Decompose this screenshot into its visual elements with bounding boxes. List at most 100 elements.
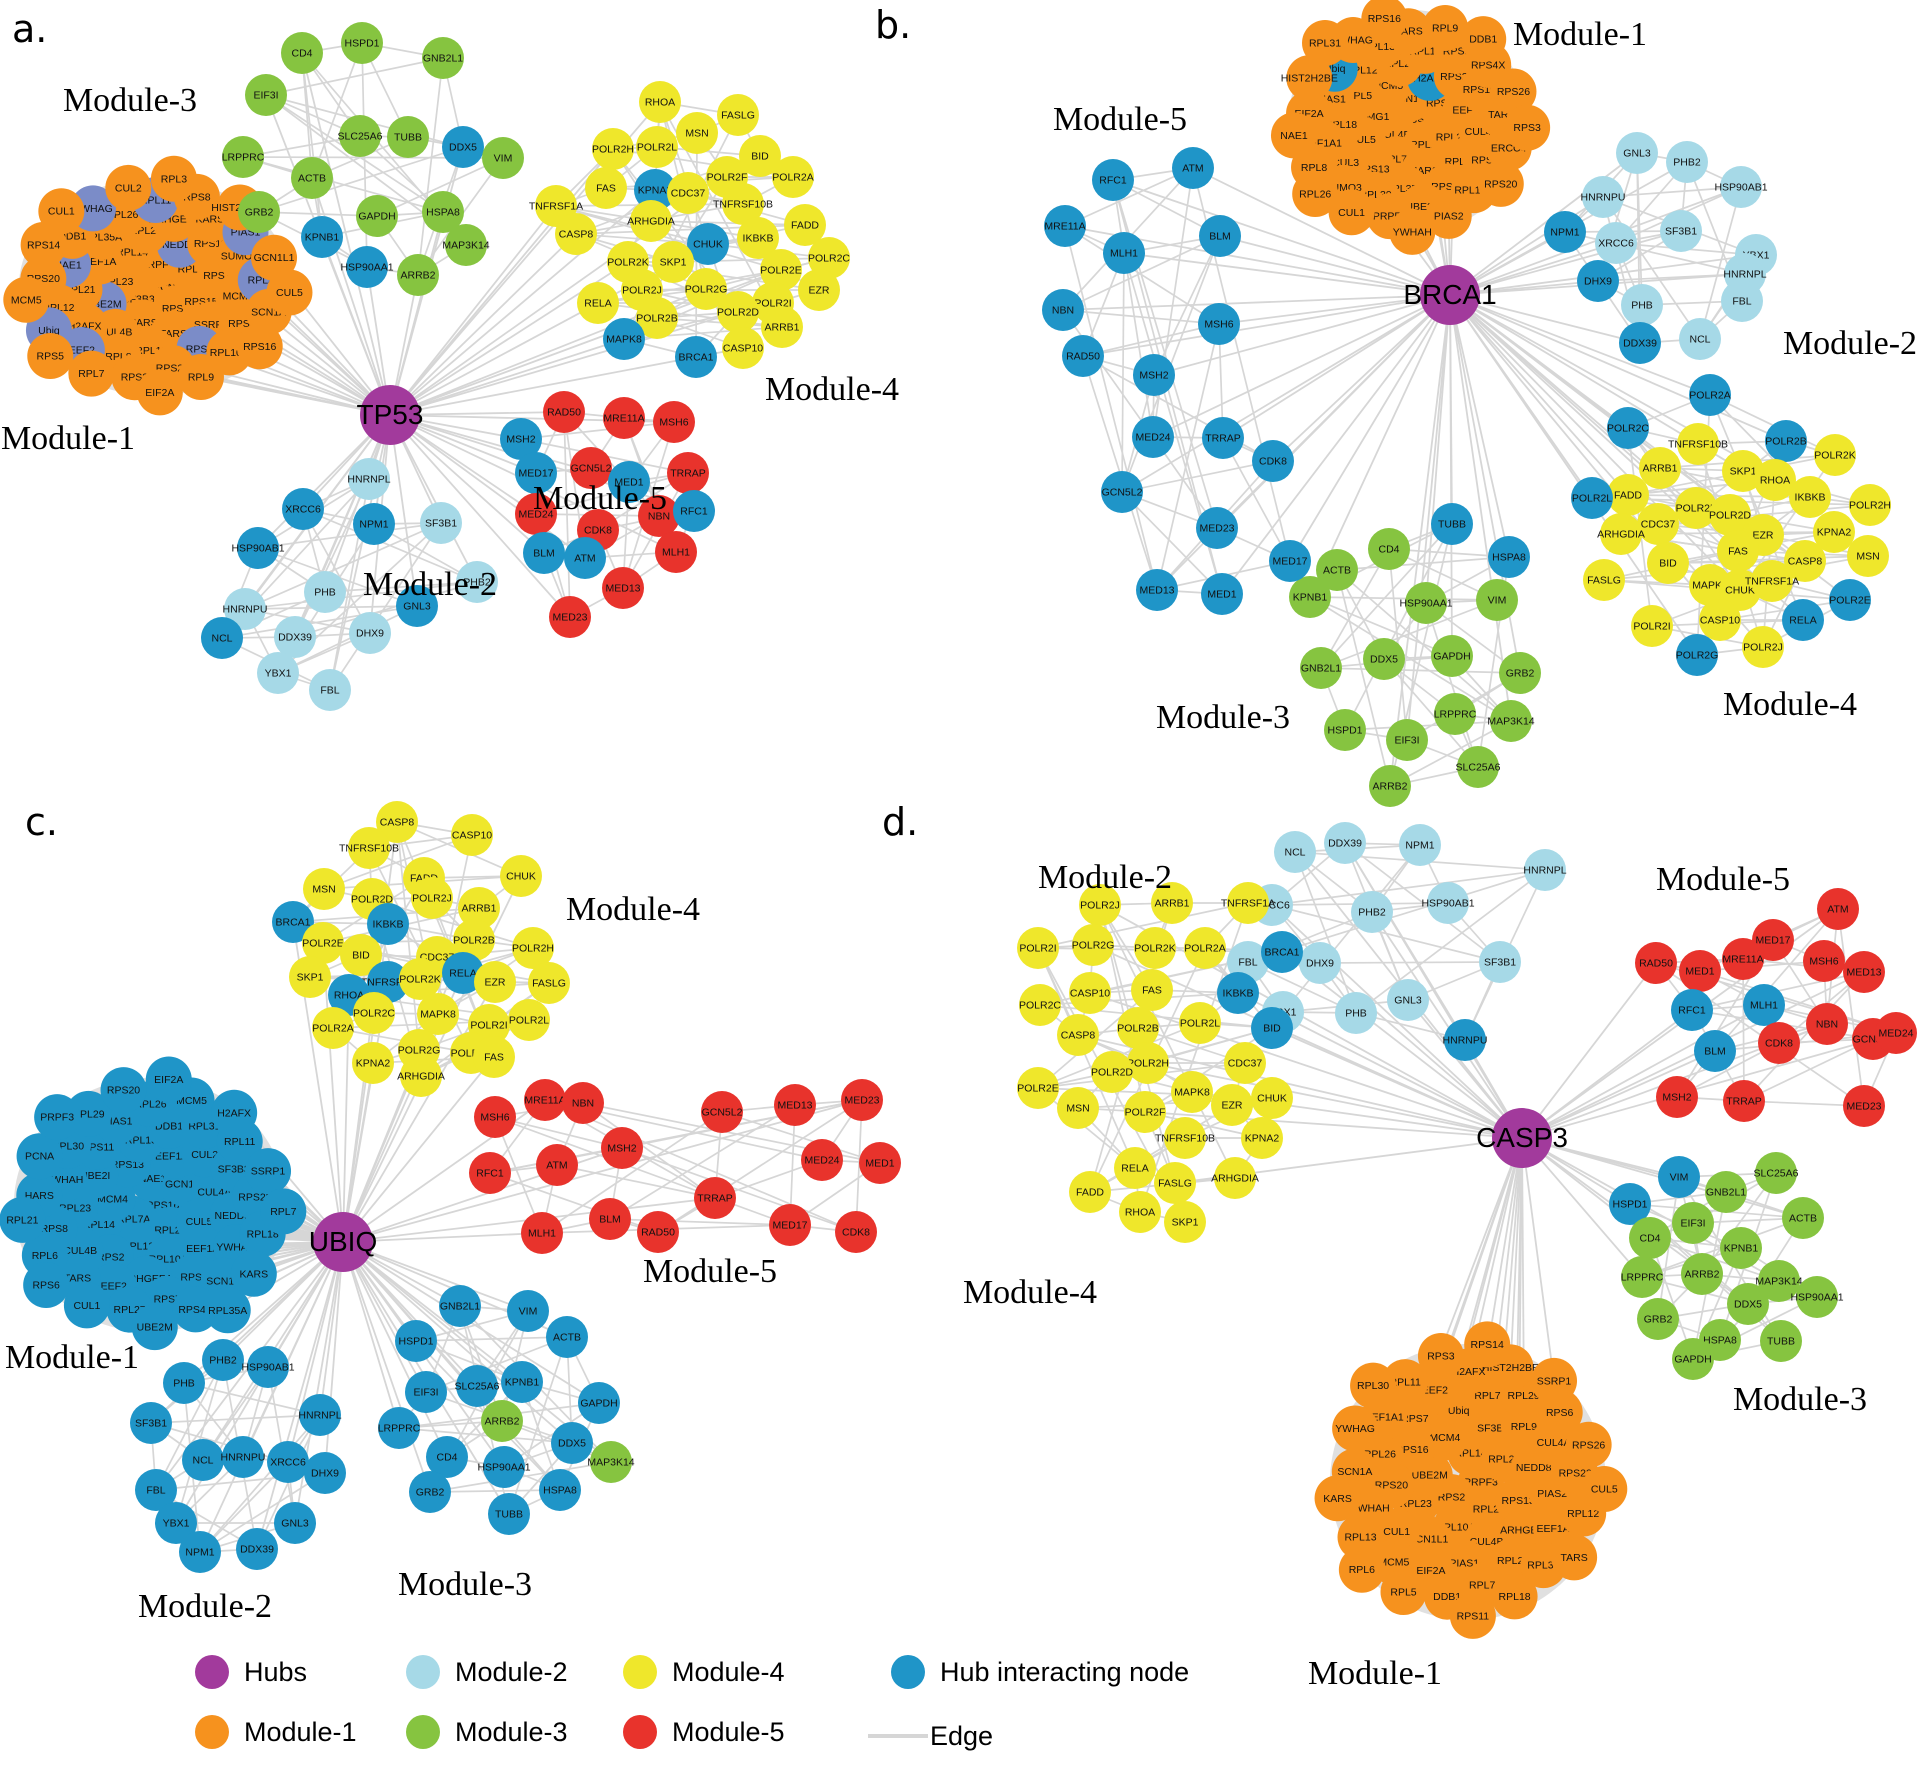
node-slc25a6[interactable] [339, 115, 381, 157]
node-med17[interactable] [769, 1204, 811, 1246]
node-arhgdia[interactable] [1214, 1157, 1256, 1199]
node-ybx1[interactable] [155, 1502, 197, 1544]
node-rpl7[interactable] [68, 350, 115, 397]
node-kpna2[interactable] [1241, 1117, 1283, 1159]
node-kpnb1[interactable] [301, 216, 343, 258]
node-hist2h2be[interactable] [1286, 55, 1333, 102]
node-kpnb1[interactable] [1289, 576, 1331, 618]
node-hsp90aa1[interactable] [346, 246, 388, 288]
node-gcn5l2[interactable] [1101, 471, 1143, 513]
node-bid[interactable] [340, 934, 382, 976]
node-map3k14[interactable] [1758, 1260, 1800, 1302]
node-fadd[interactable] [1607, 474, 1649, 516]
node-ikbkb[interactable] [367, 903, 409, 945]
node-arhgdia[interactable] [630, 200, 672, 242]
node-fas[interactable] [473, 1036, 515, 1078]
node-hspd1[interactable] [1324, 709, 1366, 751]
node-polr2e[interactable] [1829, 579, 1871, 621]
node-cul1[interactable] [1328, 189, 1375, 236]
node-slc25a6[interactable] [1457, 746, 1499, 788]
node-polr2i[interactable] [1631, 605, 1673, 647]
node-rfc1[interactable] [1092, 159, 1134, 201]
node-phb[interactable] [304, 571, 346, 613]
node-ikbkb[interactable] [1789, 476, 1831, 518]
node-blm[interactable] [589, 1198, 631, 1240]
node-mre11a[interactable] [603, 397, 645, 439]
node-msh6[interactable] [1803, 940, 1845, 982]
node-casp8[interactable] [1784, 540, 1826, 582]
node-slc25a6[interactable] [456, 1365, 498, 1407]
node-brca1[interactable] [272, 901, 314, 943]
node-atm[interactable] [536, 1144, 578, 1186]
node-cdk8[interactable] [1252, 440, 1294, 482]
node-kpnb1[interactable] [501, 1361, 543, 1403]
node-actb[interactable] [291, 157, 333, 199]
node-med13[interactable] [1136, 569, 1178, 611]
node-rad50[interactable] [1635, 942, 1677, 984]
node-gcn1l1[interactable] [251, 234, 298, 281]
node-eif3i[interactable] [1386, 719, 1428, 761]
node-lrpprc[interactable] [378, 1407, 420, 1449]
node-rps11[interactable] [1449, 1592, 1496, 1639]
node-polr2c[interactable] [1019, 984, 1061, 1026]
node-med23[interactable] [549, 596, 591, 638]
node-msh2[interactable] [601, 1127, 643, 1169]
node-faslg[interactable] [528, 962, 570, 1004]
node-rhoa[interactable] [1754, 459, 1796, 501]
node-phb[interactable] [163, 1362, 205, 1404]
node-tnfrsf10b[interactable] [1677, 423, 1719, 465]
node-casp10[interactable] [722, 327, 764, 369]
node-chuk[interactable] [1251, 1077, 1293, 1119]
node-cd4[interactable] [1368, 528, 1410, 570]
node-arrb1[interactable] [1639, 447, 1681, 489]
node-casp10[interactable] [451, 814, 493, 856]
node-nbn[interactable] [638, 495, 680, 537]
node-ddx5[interactable] [1727, 1283, 1769, 1325]
node-rpl31[interactable] [1302, 19, 1349, 66]
node-vim[interactable] [507, 1290, 549, 1332]
node-xrcc6[interactable] [1595, 222, 1637, 264]
node-ywhah[interactable] [1389, 208, 1436, 255]
node-polr2h[interactable] [512, 927, 554, 969]
node-msh2[interactable] [1656, 1076, 1698, 1118]
node-rhoa[interactable] [1119, 1191, 1161, 1233]
node-med24[interactable] [1132, 416, 1174, 458]
node-skp1[interactable] [289, 956, 331, 998]
node-eif3i[interactable] [405, 1371, 447, 1413]
node-casp8[interactable] [1057, 1014, 1099, 1056]
node-actb[interactable] [546, 1316, 588, 1358]
node-hnrnpl[interactable] [348, 458, 390, 500]
node-rps4x[interactable] [172, 1286, 219, 1333]
node-rps14[interactable] [1464, 1321, 1511, 1368]
node-actb[interactable] [1782, 1197, 1824, 1239]
node-pias2[interactable] [1425, 192, 1472, 239]
node-ddx39[interactable] [1324, 822, 1366, 864]
node-msh6[interactable] [474, 1096, 516, 1138]
node-rps16[interactable] [1361, 0, 1408, 42]
node-rpl26[interactable] [1292, 170, 1339, 217]
hub-node-brca1[interactable] [1420, 265, 1480, 325]
node-lrpprc[interactable] [1434, 693, 1476, 735]
node-polr2d[interactable] [717, 291, 759, 333]
node-fbl[interactable] [309, 669, 351, 711]
node-npm1[interactable] [1399, 824, 1441, 866]
node-polr2g[interactable] [685, 268, 727, 310]
node-arrb1[interactable] [761, 306, 803, 348]
node-brca1[interactable] [675, 336, 717, 378]
node-polr2l[interactable] [1571, 477, 1613, 519]
node-cd4[interactable] [281, 32, 323, 74]
node-polr2j[interactable] [411, 877, 453, 919]
node-mre11a[interactable] [1722, 938, 1764, 980]
node-tnfrsf1a[interactable] [1751, 560, 1793, 602]
node-rpl6[interactable] [1338, 1546, 1385, 1593]
node-gnl3[interactable] [274, 1502, 316, 1544]
node-med23[interactable] [1196, 507, 1238, 549]
node-hnrnpl[interactable] [1524, 849, 1566, 891]
node-msn[interactable] [676, 112, 718, 154]
node-cdc37[interactable] [1637, 503, 1679, 545]
node-gnb2l1[interactable] [1705, 1171, 1747, 1213]
node-polr2d[interactable] [1709, 494, 1751, 536]
node-phb2[interactable] [1666, 141, 1708, 183]
node-ncl[interactable] [201, 617, 243, 659]
node-polr2k[interactable] [399, 958, 441, 1000]
